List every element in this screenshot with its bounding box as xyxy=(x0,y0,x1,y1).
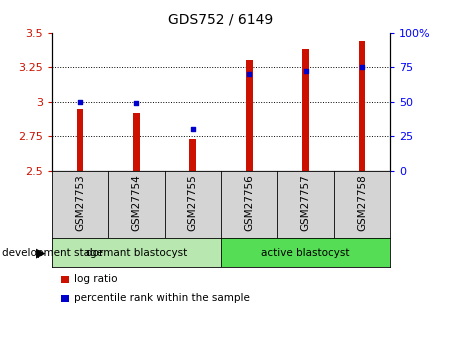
Bar xyxy=(133,113,140,171)
Point xyxy=(302,69,309,74)
Point xyxy=(77,99,84,105)
Text: log ratio: log ratio xyxy=(74,275,118,284)
Bar xyxy=(77,109,83,171)
Text: GSM27756: GSM27756 xyxy=(244,174,254,231)
Point xyxy=(189,127,197,132)
Text: GDS752 / 6149: GDS752 / 6149 xyxy=(168,12,274,26)
Text: ▶: ▶ xyxy=(36,246,46,259)
Text: GSM27753: GSM27753 xyxy=(75,174,85,231)
Bar xyxy=(302,49,309,171)
Text: GSM27755: GSM27755 xyxy=(188,174,198,231)
Text: percentile rank within the sample: percentile rank within the sample xyxy=(74,294,250,303)
Text: GSM27754: GSM27754 xyxy=(131,174,142,231)
Bar xyxy=(359,41,365,171)
Bar xyxy=(246,60,253,171)
Bar xyxy=(52,238,221,267)
Bar xyxy=(221,238,390,267)
Point xyxy=(358,65,365,70)
Text: development stage: development stage xyxy=(2,248,103,258)
Text: GSM27758: GSM27758 xyxy=(357,174,367,231)
Point xyxy=(245,71,253,77)
Text: active blastocyst: active blastocyst xyxy=(261,248,350,258)
Text: dormant blastocyst: dormant blastocyst xyxy=(86,248,187,258)
Point xyxy=(133,100,140,106)
Bar xyxy=(189,139,196,171)
Text: GSM27757: GSM27757 xyxy=(300,174,311,231)
